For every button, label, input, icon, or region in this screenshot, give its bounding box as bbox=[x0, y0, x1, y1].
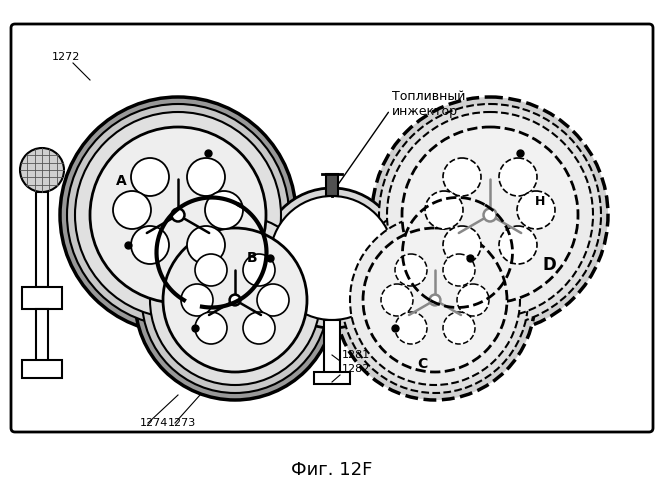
Circle shape bbox=[363, 228, 507, 372]
Circle shape bbox=[387, 112, 593, 318]
Circle shape bbox=[195, 254, 227, 286]
Circle shape bbox=[195, 312, 227, 344]
Circle shape bbox=[381, 284, 413, 316]
Circle shape bbox=[75, 112, 281, 318]
Circle shape bbox=[243, 254, 275, 286]
Text: H: H bbox=[535, 195, 545, 208]
Circle shape bbox=[517, 191, 555, 229]
Circle shape bbox=[379, 104, 601, 326]
Circle shape bbox=[171, 208, 185, 222]
FancyBboxPatch shape bbox=[22, 360, 62, 378]
Text: Фиг. 12F: Фиг. 12F bbox=[291, 461, 373, 479]
Circle shape bbox=[402, 127, 578, 303]
Circle shape bbox=[113, 191, 151, 229]
Circle shape bbox=[230, 294, 240, 306]
Circle shape bbox=[262, 188, 402, 328]
FancyBboxPatch shape bbox=[11, 24, 653, 432]
FancyBboxPatch shape bbox=[326, 174, 338, 196]
FancyBboxPatch shape bbox=[36, 192, 48, 287]
Circle shape bbox=[257, 284, 289, 316]
Circle shape bbox=[499, 158, 537, 196]
Circle shape bbox=[443, 158, 481, 196]
Circle shape bbox=[395, 254, 427, 286]
Text: 1272: 1272 bbox=[52, 52, 80, 62]
Circle shape bbox=[243, 312, 275, 344]
Circle shape bbox=[350, 215, 520, 385]
Circle shape bbox=[335, 200, 535, 400]
Circle shape bbox=[425, 191, 463, 229]
Text: Топливный
инжектор: Топливный инжектор bbox=[392, 90, 465, 118]
Circle shape bbox=[20, 148, 64, 192]
Text: D: D bbox=[542, 256, 556, 274]
Circle shape bbox=[430, 294, 440, 306]
Circle shape bbox=[443, 226, 481, 264]
FancyBboxPatch shape bbox=[324, 320, 340, 375]
Text: 1274: 1274 bbox=[140, 418, 169, 428]
Circle shape bbox=[395, 312, 427, 344]
Circle shape bbox=[483, 208, 497, 222]
Circle shape bbox=[90, 127, 266, 303]
Text: A: A bbox=[116, 174, 127, 188]
Circle shape bbox=[443, 312, 475, 344]
Circle shape bbox=[181, 284, 213, 316]
Circle shape bbox=[205, 191, 243, 229]
FancyBboxPatch shape bbox=[314, 372, 350, 384]
Text: B: B bbox=[247, 251, 258, 265]
Circle shape bbox=[457, 284, 489, 316]
Circle shape bbox=[163, 228, 307, 372]
Text: C: C bbox=[417, 357, 427, 371]
Text: 1281: 1281 bbox=[342, 350, 371, 360]
FancyBboxPatch shape bbox=[36, 309, 48, 364]
Circle shape bbox=[499, 226, 537, 264]
Circle shape bbox=[443, 254, 475, 286]
Circle shape bbox=[342, 207, 528, 393]
Circle shape bbox=[131, 226, 169, 264]
Circle shape bbox=[187, 158, 225, 196]
Circle shape bbox=[270, 196, 394, 320]
Circle shape bbox=[187, 226, 225, 264]
Circle shape bbox=[131, 158, 169, 196]
Circle shape bbox=[372, 97, 608, 333]
Circle shape bbox=[60, 97, 296, 333]
Circle shape bbox=[150, 215, 320, 385]
Circle shape bbox=[67, 104, 289, 326]
FancyBboxPatch shape bbox=[22, 287, 62, 309]
Text: 1273: 1273 bbox=[168, 418, 197, 428]
Circle shape bbox=[142, 207, 328, 393]
Circle shape bbox=[135, 200, 335, 400]
Text: 1282: 1282 bbox=[342, 364, 371, 374]
